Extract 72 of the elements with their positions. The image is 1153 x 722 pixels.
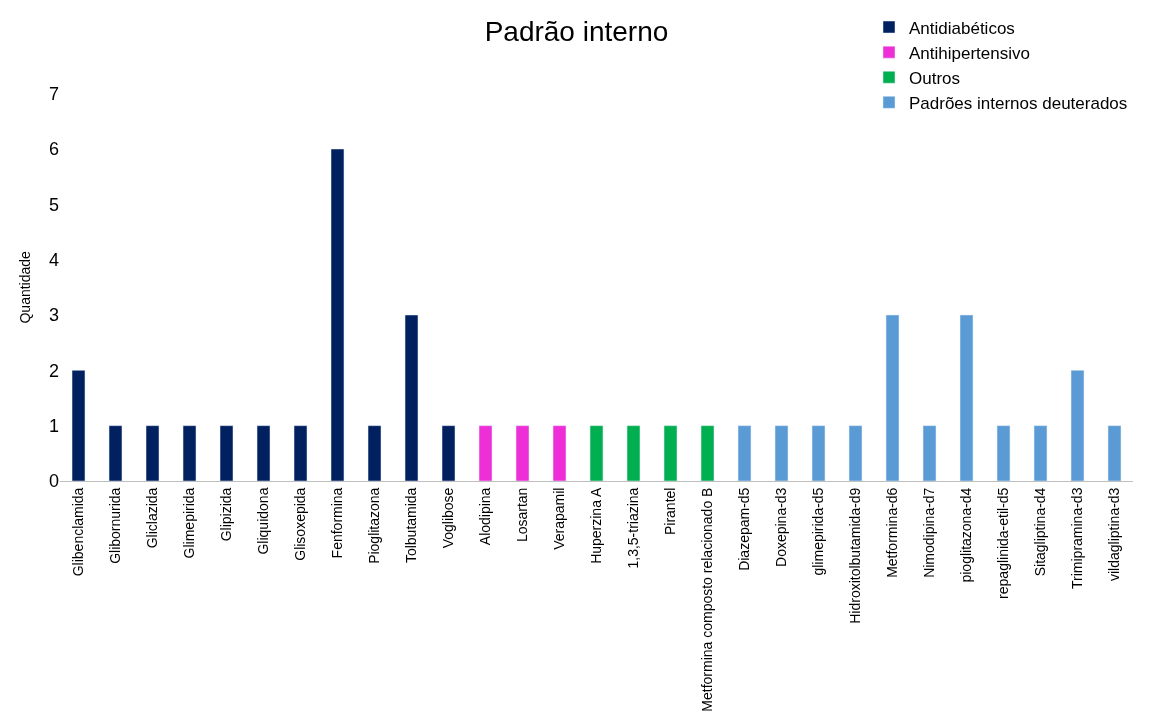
bar (589, 425, 604, 481)
x-tick-label: pioglitazona-d4 (958, 487, 975, 583)
y-tick-label: 5 (48, 194, 59, 215)
legend-label: Antidiabéticos (909, 18, 1015, 38)
x-tick-label: Trimipramina-d3 (1069, 487, 1086, 589)
bar (774, 425, 789, 481)
legend-label: Outros (909, 68, 961, 88)
x-tick-label: Voglibose (440, 487, 457, 549)
bar (1033, 425, 1048, 481)
y-tick-label: 4 (48, 249, 59, 270)
y-tick-label: 2 (48, 360, 59, 381)
x-tick-label: Alodipina (477, 487, 494, 546)
bar (1107, 425, 1122, 481)
x-tick-label: Diazepam-d5 (736, 487, 753, 571)
y-tick-label: 7 (48, 83, 59, 104)
bar (404, 314, 419, 481)
chart-title: Padrão interno (484, 16, 669, 48)
bar (996, 425, 1011, 481)
bar (959, 314, 974, 481)
legend-label: Antihipertensivo (909, 43, 1030, 63)
x-tick-label: Pioglitazona (366, 487, 383, 564)
x-tick-label: Losartan (514, 487, 531, 543)
x-tick-label: vildagliptina-d3 (1106, 487, 1123, 582)
x-tick-label: 1,3,5-triazina (625, 487, 642, 569)
x-tick-label: Pirantel (662, 487, 679, 536)
x-tick-label: Doxepina-d3 (773, 487, 790, 567)
x-tick-label: Huperzina A (588, 486, 605, 564)
bar (663, 425, 678, 481)
bar (441, 425, 456, 481)
x-tick-label: Hidroxitolbutamida-d9 (847, 487, 864, 624)
y-tick-label: 3 (48, 305, 59, 326)
x-tick-label: Fenformina (329, 487, 346, 559)
x-tick-label: Glipizida (218, 487, 235, 542)
x-tick-label: Metformina-d6 (884, 487, 901, 578)
x-tick-label: Verapamil (551, 487, 568, 550)
bar (922, 425, 937, 481)
x-tick-label: Sitagliptina-d4 (1032, 487, 1049, 577)
bar (811, 425, 826, 481)
bar (108, 425, 123, 481)
legend-label: Padrões internos deuterados (909, 93, 1128, 113)
x-tick-label: Tolbutamida (403, 487, 420, 564)
bar (71, 370, 86, 481)
bar (293, 425, 308, 481)
bar (1070, 370, 1085, 481)
y-tick-label: 0 (48, 471, 59, 492)
bar (330, 148, 345, 481)
x-tick-label: repaglinida-etil-d5 (995, 487, 1012, 599)
y-tick-label: 1 (48, 415, 59, 436)
x-tick-label: Metformina composto relacionado B (699, 487, 716, 712)
bar (256, 425, 271, 481)
bar (367, 425, 382, 481)
bar (219, 425, 234, 481)
y-tick-label: 6 (48, 139, 59, 160)
x-tick-label: Gliquidona (255, 487, 272, 555)
bar (848, 425, 863, 481)
bar (737, 425, 752, 481)
x-tick-label: glimepirida-d5 (810, 487, 827, 576)
bar (552, 425, 567, 481)
bar (885, 314, 900, 481)
x-tick-label: Glibornurida (107, 487, 124, 564)
x-tick-label: Gliclazida (144, 487, 161, 549)
x-tick-label: Nimodipina-d7 (921, 487, 938, 578)
bar (626, 425, 641, 481)
y-axis-title: Quantidade (16, 250, 33, 324)
bar (478, 425, 493, 481)
x-tick-label: Glibenclamida (70, 487, 87, 577)
x-tick-label: Glisoxepida (292, 487, 309, 561)
bar (515, 425, 530, 481)
bar (145, 425, 160, 481)
bar (700, 425, 715, 481)
x-tick-label: Glimepirida (181, 487, 198, 559)
bar (182, 425, 197, 481)
